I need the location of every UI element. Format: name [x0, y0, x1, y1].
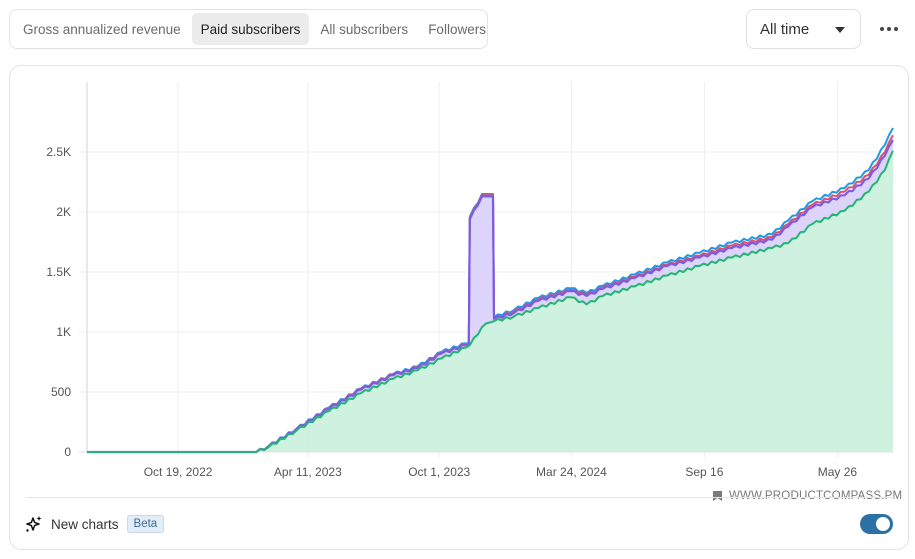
footer-divider: [26, 497, 895, 498]
chart-card: 0 500 1K 1.5K 2K 2.5K Oct 19, 2022 Apr 11, 2023…: [9, 65, 909, 550]
svg-text:Oct 19, 2022: Oct 19, 2022: [144, 465, 213, 479]
time-range-select[interactable]: All time: [746, 9, 861, 49]
toggle-knob: [876, 517, 890, 531]
new-charts-label: New charts: [51, 516, 119, 532]
svg-text:0: 0: [64, 445, 71, 459]
svg-text:2.5K: 2.5K: [46, 145, 71, 159]
sparkle-icon: [26, 516, 42, 532]
tab-followers[interactable]: Followers: [428, 21, 486, 37]
svg-text:Sep 16: Sep 16: [685, 465, 723, 479]
svg-text:500: 500: [51, 385, 71, 399]
svg-text:May 26: May 26: [818, 465, 858, 479]
new-charts-feature: New charts Beta: [25, 513, 165, 535]
tab-all-subscribers[interactable]: All subscribers: [320, 21, 409, 37]
time-range-value: All time: [760, 20, 810, 38]
more-options-button[interactable]: [875, 19, 903, 39]
paid-subscribers-chart[interactable]: 0 500 1K 1.5K 2K 2.5K Oct 19, 2022 Apr 11, 2023…: [10, 66, 910, 551]
bookmark-icon: [713, 491, 722, 501]
svg-text:1K: 1K: [56, 325, 71, 339]
new-charts-toggle[interactable]: [860, 514, 893, 534]
svg-text:Apr 11, 2023: Apr 11, 2023: [274, 465, 342, 479]
tab-paid-subscribers[interactable]: Paid subscribers: [191, 13, 310, 45]
watermark-text: WWW.PRODUCTCOMPASS.PM: [729, 490, 903, 502]
tab-gross-annualized-revenue[interactable]: Gross annualized revenue: [23, 21, 181, 37]
beta-badge: Beta: [126, 515, 165, 533]
watermark: WWW.PRODUCTCOMPASS.PM: [713, 490, 902, 502]
ellipsis-icon: [880, 27, 898, 31]
svg-text:1.5K: 1.5K: [46, 265, 71, 279]
svg-text:Mar 24, 2024: Mar 24, 2024: [536, 465, 607, 479]
svg-text:Oct 1, 2023: Oct 1, 2023: [408, 465, 470, 479]
metric-tabs: Gross annualized revenue Paid subscriber…: [9, 9, 488, 49]
svg-text:2K: 2K: [56, 205, 71, 219]
caret-down-icon: [835, 27, 845, 33]
